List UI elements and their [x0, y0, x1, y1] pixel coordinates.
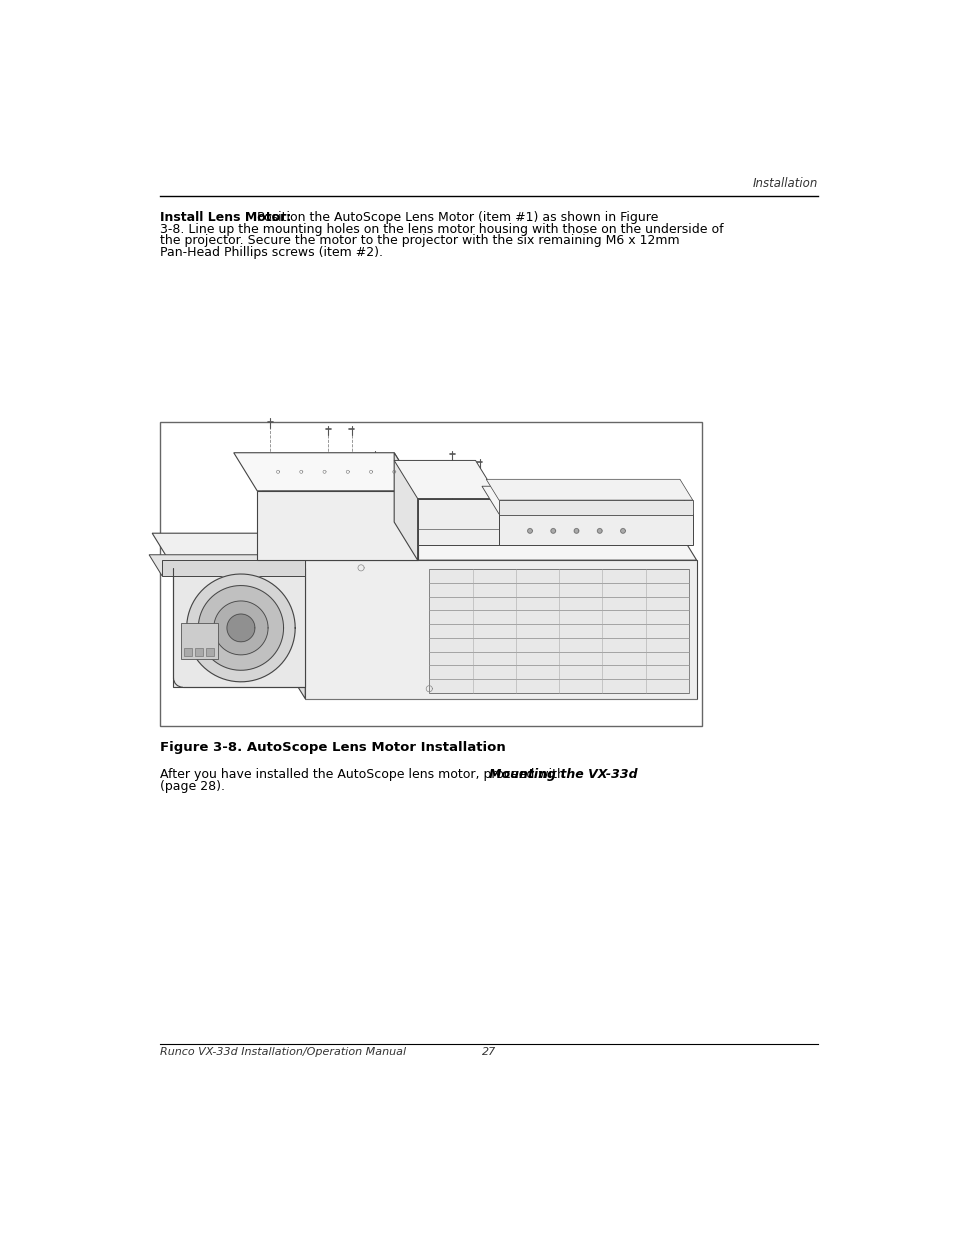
Polygon shape	[498, 500, 692, 515]
Polygon shape	[481, 487, 692, 514]
Polygon shape	[187, 574, 294, 682]
Polygon shape	[233, 453, 417, 490]
Polygon shape	[213, 601, 268, 655]
Polygon shape	[162, 561, 305, 576]
Polygon shape	[149, 555, 305, 576]
Polygon shape	[498, 514, 692, 545]
Polygon shape	[417, 499, 498, 545]
Polygon shape	[262, 490, 696, 561]
Text: 3-8. Line up the mounting holes on the lens motor housing with those on the unde: 3-8. Line up the mounting holes on the l…	[159, 222, 722, 236]
Text: Install Lens Motor:: Install Lens Motor:	[159, 211, 291, 225]
Polygon shape	[181, 624, 218, 658]
Polygon shape	[429, 569, 688, 693]
Text: Figure 3-8. AutoScope Lens Motor Installation: Figure 3-8. AutoScope Lens Motor Install…	[159, 741, 505, 755]
Text: Installation: Installation	[752, 178, 818, 190]
Polygon shape	[257, 490, 417, 561]
Polygon shape	[597, 529, 601, 534]
Text: (page 28).: (page 28).	[159, 779, 224, 793]
Text: 27: 27	[481, 1047, 496, 1057]
Polygon shape	[394, 453, 417, 561]
Text: Pan-Head Phillips screws (item #2).: Pan-Head Phillips screws (item #2).	[159, 246, 382, 259]
Polygon shape	[195, 648, 203, 656]
Polygon shape	[198, 585, 283, 671]
Polygon shape	[152, 534, 305, 568]
Text: After you have installed the AutoScope lens motor, proceed with: After you have installed the AutoScope l…	[159, 768, 568, 781]
Text: the projector. Secure the motor to the projector with the six remaining M6 x 12m: the projector. Secure the motor to the p…	[159, 235, 679, 247]
Polygon shape	[486, 479, 692, 500]
Polygon shape	[227, 614, 254, 642]
Polygon shape	[206, 648, 213, 656]
Bar	[159, 421, 701, 726]
Text: Runco VX-33d Installation/Operation Manual: Runco VX-33d Installation/Operation Manu…	[159, 1047, 405, 1057]
Polygon shape	[527, 529, 532, 534]
Polygon shape	[394, 461, 498, 499]
Polygon shape	[184, 648, 192, 656]
Text: Mounting the VX-33d: Mounting the VX-33d	[488, 768, 637, 781]
Polygon shape	[620, 529, 624, 534]
Polygon shape	[262, 490, 305, 699]
Polygon shape	[574, 529, 578, 534]
Polygon shape	[173, 568, 305, 687]
Polygon shape	[305, 561, 696, 699]
Polygon shape	[551, 529, 555, 534]
Text: Position the AutoScope Lens Motor (item #1) as shown in Figure: Position the AutoScope Lens Motor (item …	[253, 211, 658, 225]
